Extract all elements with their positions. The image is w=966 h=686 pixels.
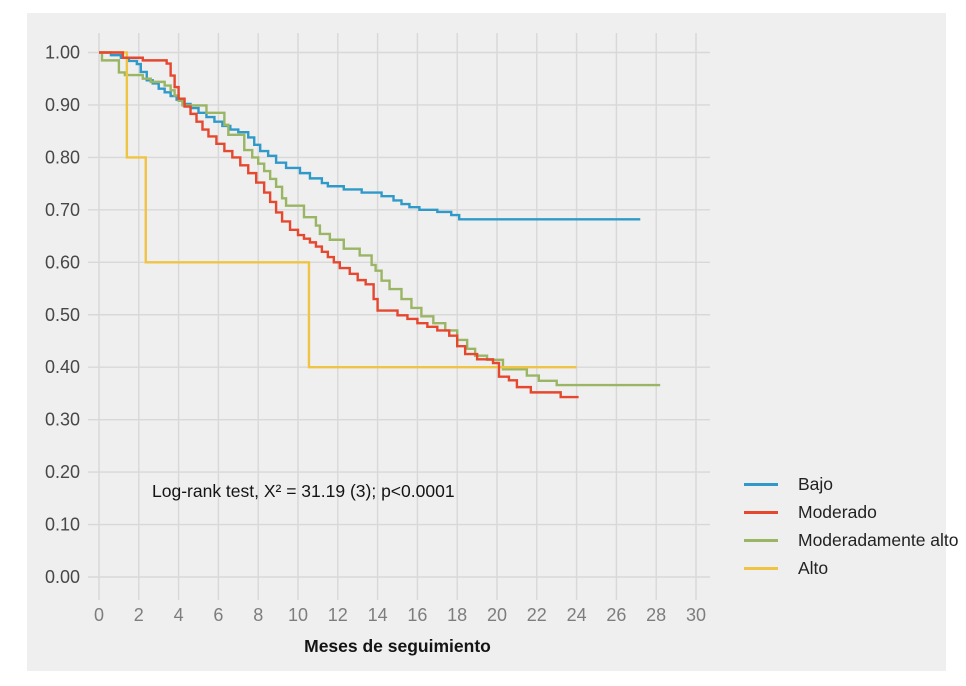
y-tick-label: 0.70	[45, 200, 80, 220]
y-tick-label: 0.80	[45, 147, 80, 167]
legend-item-moderado: Moderado	[744, 498, 959, 526]
x-axis-title: Meses de seguimiento	[304, 636, 491, 656]
legend-line-moderado	[744, 510, 778, 514]
legend-label-moderadamente-alto: Moderadamente alto	[798, 529, 959, 550]
y-tick-label: 0.90	[45, 95, 80, 115]
y-tick-label: 0.20	[45, 462, 80, 482]
x-tick-label: 28	[646, 605, 666, 625]
x-tick-label: 18	[447, 605, 467, 625]
x-tick-label: 12	[328, 605, 348, 625]
x-tick-label: 30	[686, 605, 706, 625]
legend-label-alto: Alto	[798, 557, 829, 578]
logrank-annotation: Log-rank test, X² = 31.19 (3); p<0.0001	[152, 481, 455, 501]
x-tick-label: 14	[368, 605, 388, 625]
legend: Bajo Moderado Moderadamente alto Alto	[744, 470, 959, 582]
x-tick-label: 6	[213, 605, 223, 625]
panel-background	[27, 13, 946, 671]
y-tick-label: 0.60	[45, 252, 80, 272]
y-tick-label: 0.50	[45, 305, 80, 325]
legend-item-moderadamente-alto: Moderadamente alto	[744, 526, 959, 554]
legend-line-bajo	[744, 482, 778, 486]
x-tick-label: 0	[94, 605, 104, 625]
curve-alto	[99, 51, 577, 369]
y-tick-label: 1.00	[45, 43, 80, 63]
y-tick-label: 0.10	[45, 515, 80, 535]
x-tick-label: 2	[134, 605, 144, 625]
x-tick-label: 24	[567, 605, 587, 625]
legend-line-alto	[744, 566, 778, 570]
x-tick-label: 8	[253, 605, 263, 625]
x-tick-label: 16	[407, 605, 427, 625]
x-tick-label: 20	[487, 605, 507, 625]
x-tick-label: 26	[606, 605, 626, 625]
x-tick-label: 4	[174, 605, 184, 625]
legend-label-moderado: Moderado	[798, 501, 877, 522]
curve-moderadamente-alto	[99, 51, 661, 387]
y-tick-label: 0.40	[45, 357, 80, 377]
legend-item-alto: Alto	[744, 554, 959, 582]
curve-moderado	[99, 51, 579, 399]
x-tick-label: 22	[527, 605, 547, 625]
legend-label-bajo: Bajo	[798, 473, 834, 494]
legend-line-moderadamente-alto	[744, 538, 778, 542]
y-tick-label: 0.30	[45, 410, 80, 430]
x-tick-label: 10	[288, 605, 308, 625]
legend-item-bajo: Bajo	[744, 470, 959, 498]
y-tick-label: 0.00	[45, 567, 80, 587]
